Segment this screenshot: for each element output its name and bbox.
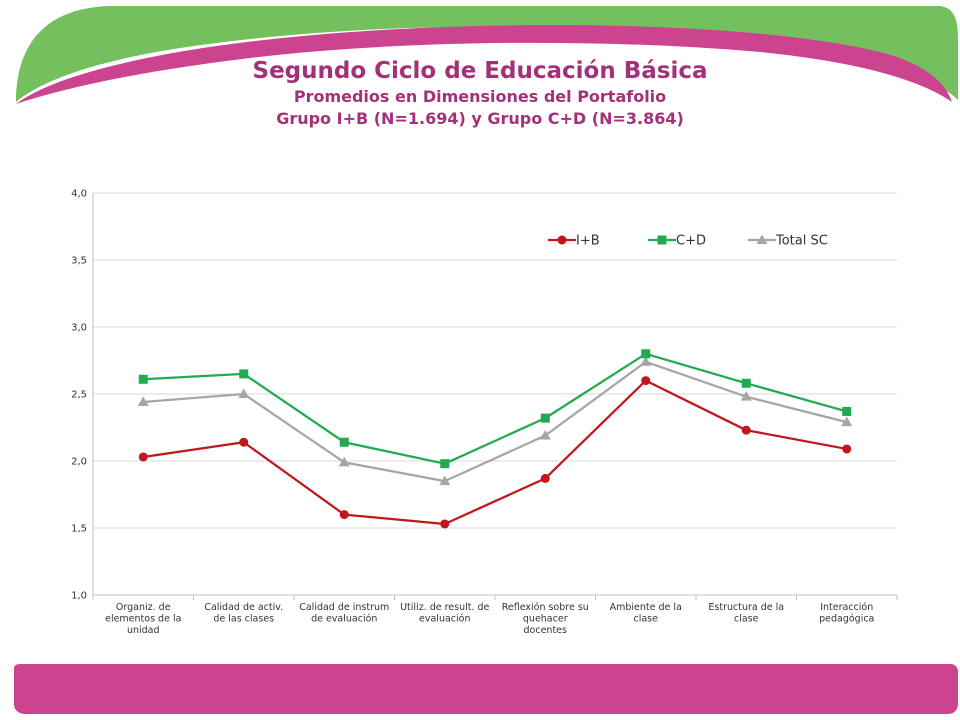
- data-point-circle: [339, 510, 349, 520]
- page-subtitle-2: Grupo I+B (N=1.694) y Grupo C+D (N=3.864…: [276, 109, 684, 128]
- x-tick-label: Reflexión sobre su quehacer docentes: [502, 602, 589, 636]
- x-tick-label: Estructura de la clase: [708, 602, 784, 625]
- series-line-circle: [143, 379, 847, 526]
- x-tick-label: Calidad de instrum de evaluación: [299, 602, 389, 625]
- data-point-square: [741, 378, 751, 388]
- data-point-triangle: [238, 388, 250, 398]
- data-point-triangle: [439, 475, 451, 486]
- y-tick-label: 1,0: [71, 591, 87, 602]
- data-point-square: [641, 349, 651, 359]
- legend-label: I+B: [576, 234, 600, 249]
- bottom-pink-band: [14, 664, 958, 714]
- grid-layer: [93, 192, 897, 596]
- data-point-square: [239, 369, 249, 379]
- data-point-circle: [440, 519, 450, 529]
- data-point-triangle: [640, 356, 652, 366]
- legend-label: C+D: [676, 234, 706, 249]
- y-tick-label: 4,0: [71, 189, 87, 200]
- series-line-square: [143, 352, 848, 465]
- legend-marker-triangle: [756, 234, 768, 244]
- data-point-triangle: [338, 456, 350, 467]
- x-tick-label: Interacción pedagógica: [819, 602, 874, 625]
- series-layer: [137, 349, 853, 529]
- data-point-circle: [641, 376, 651, 386]
- legend: I+B C+D Total SC: [548, 234, 828, 249]
- data-point-circle: [842, 444, 852, 454]
- axis-layer: 1,0 1,5 2,0 2,5 3,0 3,5 4,0 Organiz. de elemento…: [71, 189, 898, 636]
- legend-label: Total SC: [775, 234, 828, 249]
- data-point-square: [339, 437, 349, 447]
- data-point-circle: [239, 437, 249, 447]
- series-line-triangle: [143, 360, 848, 483]
- y-tick-label: 1,5: [71, 524, 87, 535]
- x-tick-label: Utiliz. de result. de evaluación: [400, 602, 489, 625]
- page-title: Segundo Ciclo de Educación Básica: [252, 58, 708, 84]
- data-point-square: [842, 406, 852, 416]
- data-point-triangle: [841, 416, 853, 427]
- title-block: Segundo Ciclo de Educación Básica Promed…: [0, 56, 960, 130]
- x-tick-label: Ambiente de la clase: [610, 602, 682, 625]
- x-tick-label: Calidad de activ. de las clases: [204, 602, 283, 625]
- data-point-triangle: [137, 396, 149, 407]
- data-point-square: [138, 374, 148, 384]
- data-point-triangle: [539, 430, 551, 440]
- data-point-circle: [741, 425, 751, 435]
- y-tick-label: 2,5: [71, 390, 87, 401]
- data-point-triangle: [740, 391, 752, 401]
- page-subtitle-1: Promedios en Dimensiones del Portafolio: [293, 87, 667, 106]
- legend-marker-circle: [557, 235, 567, 245]
- y-tick-label: 2,0: [71, 457, 87, 468]
- y-tick-label: 3,0: [71, 323, 87, 334]
- data-point-circle: [138, 452, 148, 462]
- top-green-swoosh: [16, 6, 958, 102]
- legend-marker-square: [657, 235, 667, 245]
- data-point-circle: [540, 473, 550, 483]
- x-tick-label: Organiz. de elementos de la unidad: [105, 602, 181, 636]
- top-pink-swoosh: [16, 25, 952, 104]
- data-point-square: [540, 413, 550, 423]
- y-tick-label: 3,5: [71, 256, 87, 267]
- data-point-square: [440, 459, 450, 469]
